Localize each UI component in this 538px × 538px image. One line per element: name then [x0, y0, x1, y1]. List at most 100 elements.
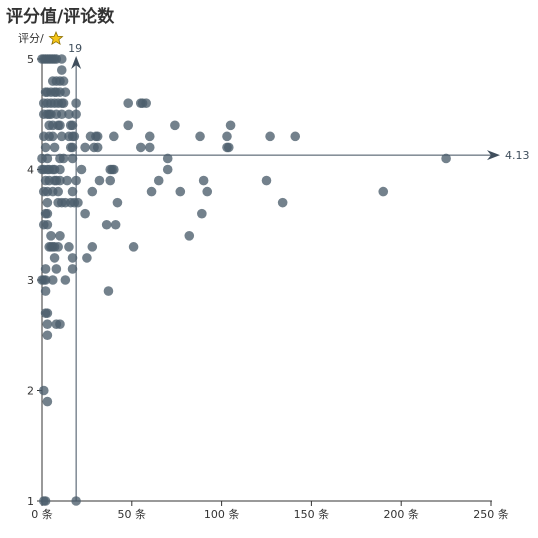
data-point: [80, 142, 90, 153]
data-point: [123, 98, 134, 108]
data-point: [162, 153, 173, 164]
data-point: [47, 275, 58, 285]
data-point: [184, 231, 195, 241]
y-tick-label: 5: [27, 53, 34, 66]
data-point: [82, 253, 92, 263]
data-point: [67, 253, 78, 263]
data-point: [146, 186, 157, 197]
x-tick-label: 0 条: [31, 507, 53, 521]
y-tick-label: 3: [27, 274, 34, 287]
data-point: [56, 109, 67, 120]
data-point: [222, 131, 232, 142]
x-tick-label: 200 条: [383, 507, 419, 521]
data-point: [290, 131, 301, 142]
reference-lines: 194.13: [42, 42, 530, 501]
data-point: [38, 385, 49, 396]
data-point: [58, 153, 69, 164]
data-point: [223, 142, 234, 153]
data-point: [56, 54, 67, 64]
data-point: [42, 319, 53, 330]
data-point: [109, 131, 119, 142]
data-point: [69, 131, 80, 142]
data-point: [144, 131, 155, 142]
data-point: [53, 242, 63, 252]
data-point: [135, 142, 146, 153]
x-tick-label: 100 条: [204, 507, 240, 521]
data-point: [62, 175, 72, 186]
data-point: [55, 319, 65, 330]
data-point: [153, 175, 164, 186]
data-point: [55, 164, 65, 175]
data-point: [53, 186, 63, 197]
data-point: [42, 396, 53, 407]
data-point: [49, 142, 60, 153]
data-point: [67, 264, 78, 274]
points-layer: [37, 54, 451, 506]
data-point: [47, 131, 58, 142]
data-point: [261, 175, 272, 186]
data-point: [94, 175, 105, 186]
data-point: [67, 142, 78, 153]
data-point: [73, 197, 83, 208]
data-point: [51, 264, 62, 274]
data-point: [67, 153, 78, 164]
data-point: [128, 242, 139, 252]
data-point: [49, 253, 60, 263]
data-point: [80, 208, 90, 219]
data-point: [71, 496, 81, 506]
data-point: [64, 109, 74, 120]
data-point: [40, 286, 51, 296]
chart-title: 评分值/评论数: [6, 7, 115, 27]
data-point: [42, 330, 53, 341]
y-axis-title: 评分/: [18, 30, 64, 46]
data-point: [40, 496, 51, 506]
data-point: [40, 275, 51, 285]
reference-line-x-arrow: [71, 56, 82, 69]
data-point: [87, 242, 98, 252]
x-axis: 0 条 50 条 100 条 150 条 200 条 250 条: [31, 500, 509, 521]
data-point: [162, 164, 173, 175]
data-point: [67, 120, 78, 131]
data-point: [198, 175, 209, 186]
data-point: [42, 208, 53, 219]
data-point: [55, 231, 65, 241]
data-point: [55, 120, 65, 131]
star-icon: [48, 30, 64, 46]
data-point: [64, 242, 74, 252]
data-point: [40, 142, 51, 153]
data-point: [112, 197, 123, 208]
y-tick-label: 1: [27, 495, 34, 508]
data-point: [265, 131, 275, 142]
data-point: [277, 197, 288, 208]
y-tick-label: 2: [27, 385, 34, 398]
x-tick-label: 250 条: [473, 507, 509, 521]
data-point: [197, 208, 207, 219]
data-point: [42, 308, 53, 318]
data-point: [71, 98, 81, 108]
data-point: [71, 175, 81, 186]
y-tick-label: 4: [27, 164, 34, 177]
data-point: [110, 219, 121, 230]
data-point: [56, 131, 67, 142]
data-point: [58, 98, 69, 108]
data-point: [123, 120, 134, 131]
data-point: [76, 164, 87, 175]
data-point: [175, 186, 186, 197]
data-point: [225, 120, 236, 131]
data-point: [67, 186, 78, 197]
data-point: [141, 98, 151, 108]
x-tick-label: 150 条: [294, 507, 330, 521]
reference-line-y-label: 4.13: [505, 149, 530, 162]
data-point: [60, 275, 71, 285]
data-point: [42, 197, 53, 208]
reference-line-x-label: 19: [68, 42, 82, 55]
data-point: [42, 153, 53, 164]
data-point: [109, 164, 119, 175]
x-tick-label: 50 条: [118, 507, 147, 521]
data-point: [55, 175, 65, 186]
data-point: [71, 109, 81, 120]
data-point: [202, 186, 213, 197]
data-point: [144, 142, 155, 153]
data-point: [56, 65, 67, 75]
